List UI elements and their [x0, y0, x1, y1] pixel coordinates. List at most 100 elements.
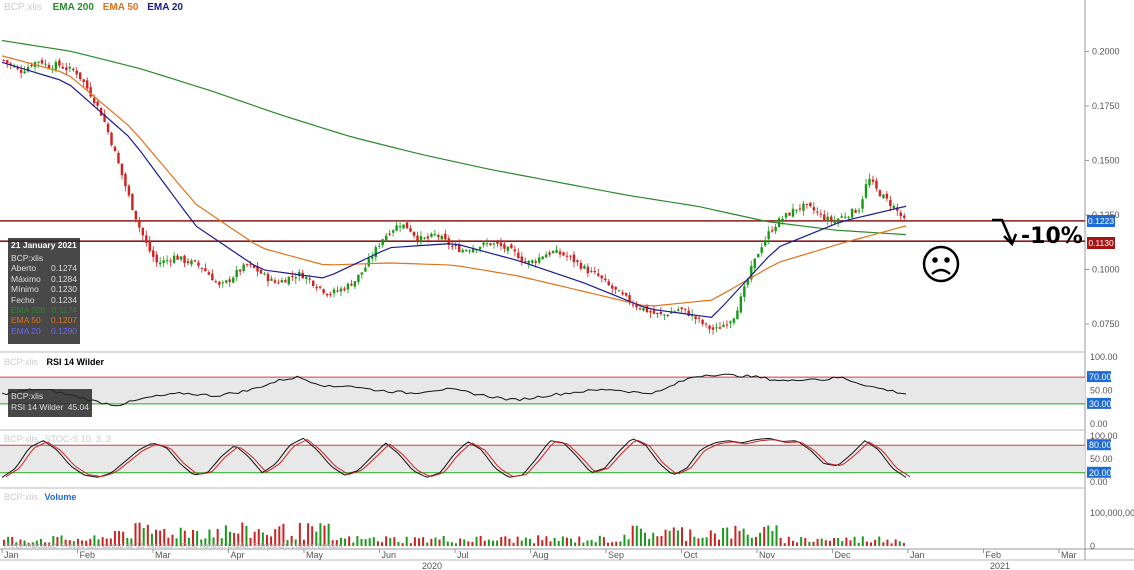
volume-bar: [660, 535, 663, 546]
volume-bar: [393, 537, 396, 546]
volume-bar: [841, 541, 844, 546]
candle-body: [812, 207, 816, 211]
candle-body: [325, 293, 329, 296]
volume-bar: [257, 529, 260, 546]
volume-bar: [44, 542, 47, 546]
candle-body: [426, 236, 430, 239]
info-row-label: EMA 50: [11, 315, 41, 326]
candle-body: [402, 224, 405, 229]
volume-bar: [496, 540, 499, 546]
volume-bar: [475, 536, 478, 546]
volume-title-text: Volume: [44, 492, 77, 502]
y-tick-label: 0.1250: [1092, 210, 1120, 220]
candle-body: [270, 278, 273, 281]
candle-body: [628, 295, 631, 303]
candle-body: [541, 256, 544, 260]
volume-bar: [278, 526, 281, 546]
candle-body: [652, 310, 656, 314]
volume-bar: [853, 536, 856, 546]
candle-body: [266, 273, 270, 282]
candle-body: [784, 213, 788, 218]
candle-body: [113, 146, 117, 152]
candle-body: [760, 247, 763, 253]
volume-bar: [516, 536, 519, 546]
volume-bar: [241, 522, 244, 546]
volume-bar: [48, 542, 51, 546]
rsi-box-label: RSI 14 Wilder: [11, 402, 64, 412]
volume-bar: [607, 542, 610, 546]
volume-bar: [808, 541, 811, 546]
candle-body: [569, 255, 572, 257]
candle-body: [169, 260, 172, 262]
candle-body: [527, 260, 530, 264]
candle-body: [197, 262, 200, 266]
candle-body: [757, 254, 760, 258]
candle-body: [89, 87, 92, 97]
candle-body: [861, 199, 864, 209]
stoch-tick-label: 0.00: [1090, 477, 1108, 487]
volume-bar: [561, 536, 564, 546]
volume-bar: [775, 525, 778, 546]
volume-bar: [837, 538, 840, 546]
volume-bar: [574, 542, 577, 546]
info-row: Máximo 0.1284: [11, 274, 77, 284]
volume-bar: [183, 530, 186, 546]
candle-body: [353, 281, 357, 287]
candle-body: [423, 237, 426, 239]
candle-body: [155, 254, 158, 263]
candle-body: [231, 277, 235, 283]
volume-bar: [405, 536, 408, 546]
volume-bar: [31, 542, 34, 546]
volume-bar: [594, 542, 597, 546]
candle-body: [489, 243, 492, 246]
candle-body: [781, 218, 784, 221]
volume-bar: [245, 525, 248, 546]
volume-bar: [870, 542, 873, 546]
rsi-box-value: 45.04: [67, 402, 89, 412]
candle-body: [204, 268, 207, 272]
volume-bar: [155, 529, 158, 546]
candle-body: [802, 203, 805, 211]
candle-body: [819, 213, 823, 215]
candle-body: [617, 290, 621, 292]
candle-body: [346, 283, 350, 290]
volume-bar: [857, 542, 860, 546]
candle-body: [284, 280, 287, 283]
candle-body: [885, 193, 889, 199]
stoch-band-label: 80.00: [1089, 440, 1112, 450]
candle-body: [875, 180, 878, 189]
candle-body: [464, 250, 468, 252]
volume-bar: [179, 527, 182, 546]
volume-bar: [615, 541, 618, 546]
volume-bar: [130, 538, 133, 546]
volume-bar: [368, 538, 371, 546]
candle-body: [207, 272, 211, 275]
price-panel: 0.2000 0.1750 0.1500 0.1250 0.1000 0.0750: [0, 39, 1120, 335]
volume-bar: [763, 526, 766, 546]
volume-bar: [652, 532, 655, 546]
candle-body: [840, 216, 843, 218]
volume-bar: [27, 542, 30, 546]
candle-body: [141, 227, 145, 236]
volume-bar: [229, 531, 231, 546]
x-tick-label: Jul: [457, 550, 469, 560]
candle-body: [847, 216, 850, 218]
volume-bar: [483, 540, 486, 546]
volume-bar: [192, 529, 195, 546]
candle-body: [763, 240, 767, 246]
x-tick-label: Oct: [684, 550, 699, 560]
candle-body: [892, 205, 896, 209]
volume-bar: [109, 538, 112, 546]
candle-body: [809, 202, 812, 207]
candle-body: [558, 251, 562, 255]
candle-body: [791, 208, 795, 217]
candle-body: [58, 60, 61, 66]
candle-body: [5, 60, 9, 64]
candle-body: [729, 321, 732, 324]
volume-bar: [582, 542, 585, 546]
volume-bar: [656, 536, 659, 546]
x-tick-label: Mar: [155, 550, 171, 560]
volume-bar: [812, 541, 815, 546]
candle-body: [419, 236, 423, 243]
info-row-value: 0.1290: [51, 325, 77, 336]
